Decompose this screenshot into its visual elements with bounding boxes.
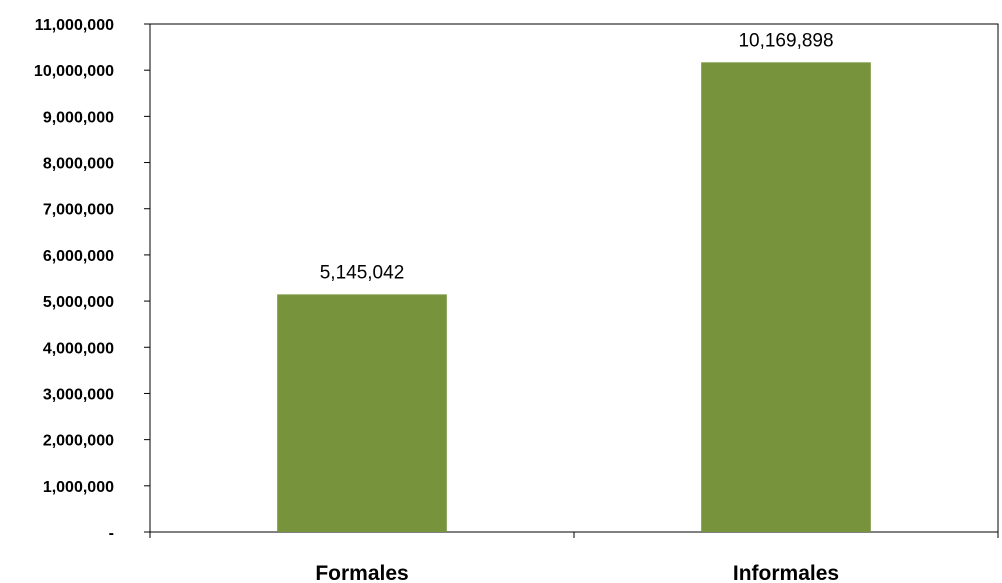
y-axis: - 1,000,000 2,000,000 3,000,000 4,000,000 5,0… [34, 17, 150, 542]
y-tick-label: 6,000,000 [43, 248, 114, 265]
y-tick-label: 7,000,000 [43, 202, 114, 219]
x-axis: Formales Informales [149, 532, 999, 583]
y-tick-label: 4,000,000 [43, 340, 114, 357]
bars [277, 62, 871, 532]
y-tick-label: 8,000,000 [43, 156, 114, 173]
y-tick-label: 1,000,000 [43, 479, 114, 496]
y-tick-label: - [109, 525, 114, 542]
bar-formales [277, 294, 447, 532]
data-labels: 5,145,042 10,169,898 [320, 30, 834, 283]
y-tick-label: 11,000,000 [35, 17, 114, 34]
data-label: 10,169,898 [738, 30, 833, 51]
bar-informales [701, 62, 871, 532]
y-tick-label: 9,000,000 [43, 109, 114, 126]
x-tick-label: Informales [733, 562, 839, 583]
y-tick-label: 2,000,000 [43, 433, 114, 450]
y-tick-label: 3,000,000 [43, 386, 114, 403]
y-tick-label: 5,000,000 [43, 294, 114, 311]
y-tick-label: 10,000,000 [34, 63, 114, 80]
x-tick-label: Formales [315, 562, 408, 583]
data-label: 5,145,042 [320, 262, 405, 283]
